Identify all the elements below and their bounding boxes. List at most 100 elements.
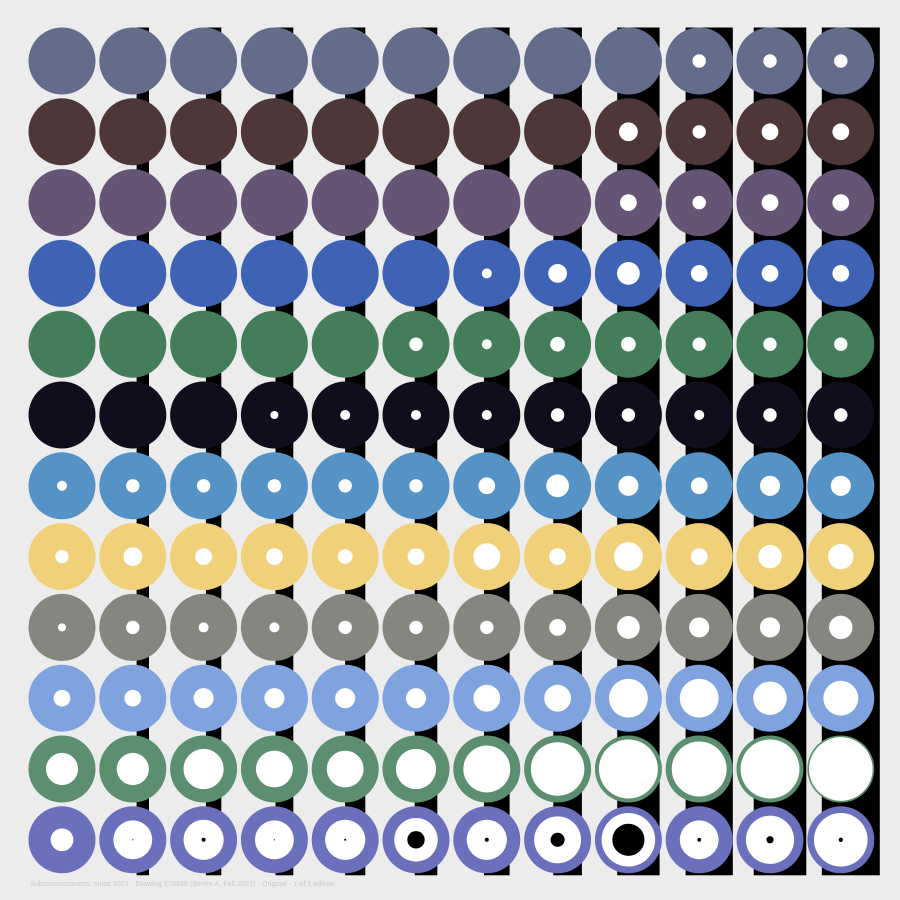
disc-r2-c0 (28, 169, 96, 237)
disc-dot-c9 (697, 837, 702, 842)
disc-dot-c2 (201, 837, 206, 842)
disc-dot-c7 (550, 832, 565, 847)
disc-dot-c1 (132, 839, 134, 841)
disc-hole-r7-c2 (195, 548, 212, 565)
disc-hole-r4-c6 (481, 339, 492, 350)
disc-hole-r7-c8 (613, 542, 643, 572)
disc-r1-c1 (99, 98, 167, 166)
disc-r1-c7 (524, 98, 592, 166)
disc-hole-r9-c2 (193, 688, 214, 709)
stripe-2 (205, 27, 222, 876)
disc-r2-c5 (382, 169, 450, 237)
stripe-1 (136, 27, 149, 876)
disc-dot-c3 (273, 839, 275, 841)
disc-r3-c5 (382, 239, 450, 307)
disc-hole-r10-c0 (45, 752, 79, 786)
disc-hole-r10-c3 (255, 750, 293, 788)
disc-hole-r7-c11 (828, 543, 854, 570)
disc-r0-c7 (524, 27, 592, 95)
disc-r2-c3 (240, 169, 308, 237)
disc-r5-c0 (28, 381, 96, 449)
artwork-caption: Subconsciousness, since 2021 · Drawing 1… (30, 881, 335, 888)
disc-hole-r6-c4 (338, 479, 352, 493)
disc-hole-r7-c6 (473, 543, 501, 570)
disc-r5-c1 (99, 381, 167, 449)
disc-hole-r1-c11 (832, 123, 850, 141)
disc-hole-r8-c0 (57, 623, 67, 632)
disc-hole-r5-c11 (834, 408, 848, 422)
disc-r1-c4 (311, 98, 379, 166)
disc-hole-r10-c7 (530, 742, 585, 796)
disc-r4-c2 (170, 310, 238, 378)
disc-r1-c5 (382, 98, 450, 166)
disc-hole-r9-c7 (544, 684, 571, 712)
disc-hole-r3-c8 (617, 262, 640, 285)
disc-hole-r9-c0 (53, 689, 71, 707)
disc-hole-r10-c6 (463, 745, 511, 793)
stripe-6 (484, 27, 510, 876)
disc-hole-r3-c7 (548, 264, 567, 283)
disc-hole-r9-c6 (473, 684, 501, 712)
disc-r3-c0 (28, 239, 96, 307)
disc-r2-c1 (99, 169, 167, 237)
disc-hole-r10-c9 (671, 741, 727, 797)
disc-hole-r7-c1 (123, 547, 143, 566)
disc-hole-r9-c3 (264, 688, 285, 709)
disc-hole-r9-c8 (608, 678, 648, 718)
disc-hole-r0-c11 (834, 54, 848, 68)
disc-r4-c4 (311, 310, 379, 378)
disc-r0-c6 (453, 27, 521, 95)
disc-hole-r5-c7 (550, 408, 565, 422)
disc-hole-r1-c9 (692, 125, 706, 139)
disc-dot-c5 (407, 831, 425, 849)
stripe-7 (553, 27, 582, 876)
disc-hole-r10-c8 (598, 739, 658, 799)
disc-r3-c3 (240, 239, 308, 307)
disc-r0-c0 (28, 27, 96, 95)
disc-hole-r7-c5 (407, 548, 425, 565)
disc-hole-r11-c0 (50, 828, 74, 852)
disc-r2-c4 (311, 169, 379, 237)
stripe-10 (753, 27, 807, 876)
disc-hole-r5-c10 (763, 408, 777, 422)
stripe-5 (414, 27, 438, 876)
disc-hole-r1-c10 (761, 123, 779, 141)
disc-r4-c1 (99, 310, 167, 378)
disc-hole-r2-c9 (692, 195, 706, 210)
disc-hole-r0-c10 (763, 54, 777, 68)
disc-hole-r6-c7 (546, 474, 569, 498)
disc-hole-r2-c10 (761, 194, 779, 211)
disc-hole-r6-c5 (409, 479, 423, 493)
disc-hole-r7-c0 (55, 549, 69, 564)
disc-hole-r1-c8 (619, 122, 638, 142)
disc-hole-r7-c3 (266, 548, 283, 565)
disc-dot-c4 (344, 838, 347, 841)
disc-r0-c8 (594, 27, 662, 95)
disc-hole-r6-c10 (759, 475, 781, 496)
disc-r3-c2 (170, 239, 238, 307)
disc-hole-r6-c3 (267, 479, 282, 493)
disc-hole-r6-c9 (690, 477, 708, 495)
disc-hole-r8-c8 (617, 616, 640, 639)
disc-hole-r9-c9 (679, 678, 719, 718)
stripe-3 (275, 27, 294, 876)
disc-hole-r4-c10 (763, 337, 777, 351)
disc-hole-r3-c11 (832, 265, 850, 282)
disc-hole-r5-c6 (481, 409, 492, 421)
disc-hole-r5-c8 (621, 408, 636, 422)
disc-dot-c6 (484, 837, 489, 842)
disc-hole-r8-c4 (338, 620, 352, 635)
disc-hole-r6-c1 (126, 479, 140, 493)
disc-hole-r8-c1 (126, 620, 140, 635)
disc-hole-r8-c5 (409, 620, 423, 635)
disc-r0-c4 (311, 27, 379, 95)
disc-hole-r8-c6 (480, 620, 494, 635)
disc-r1-c0 (28, 98, 96, 166)
disc-r1-c6 (453, 98, 521, 166)
disc-hole-r10-c4 (326, 750, 364, 788)
disc-hole-r10-c2 (183, 748, 224, 790)
disc-r3-c4 (311, 239, 379, 307)
disc-hole-r0-c9 (692, 54, 706, 68)
disc-hole-r5-c4 (340, 409, 351, 421)
